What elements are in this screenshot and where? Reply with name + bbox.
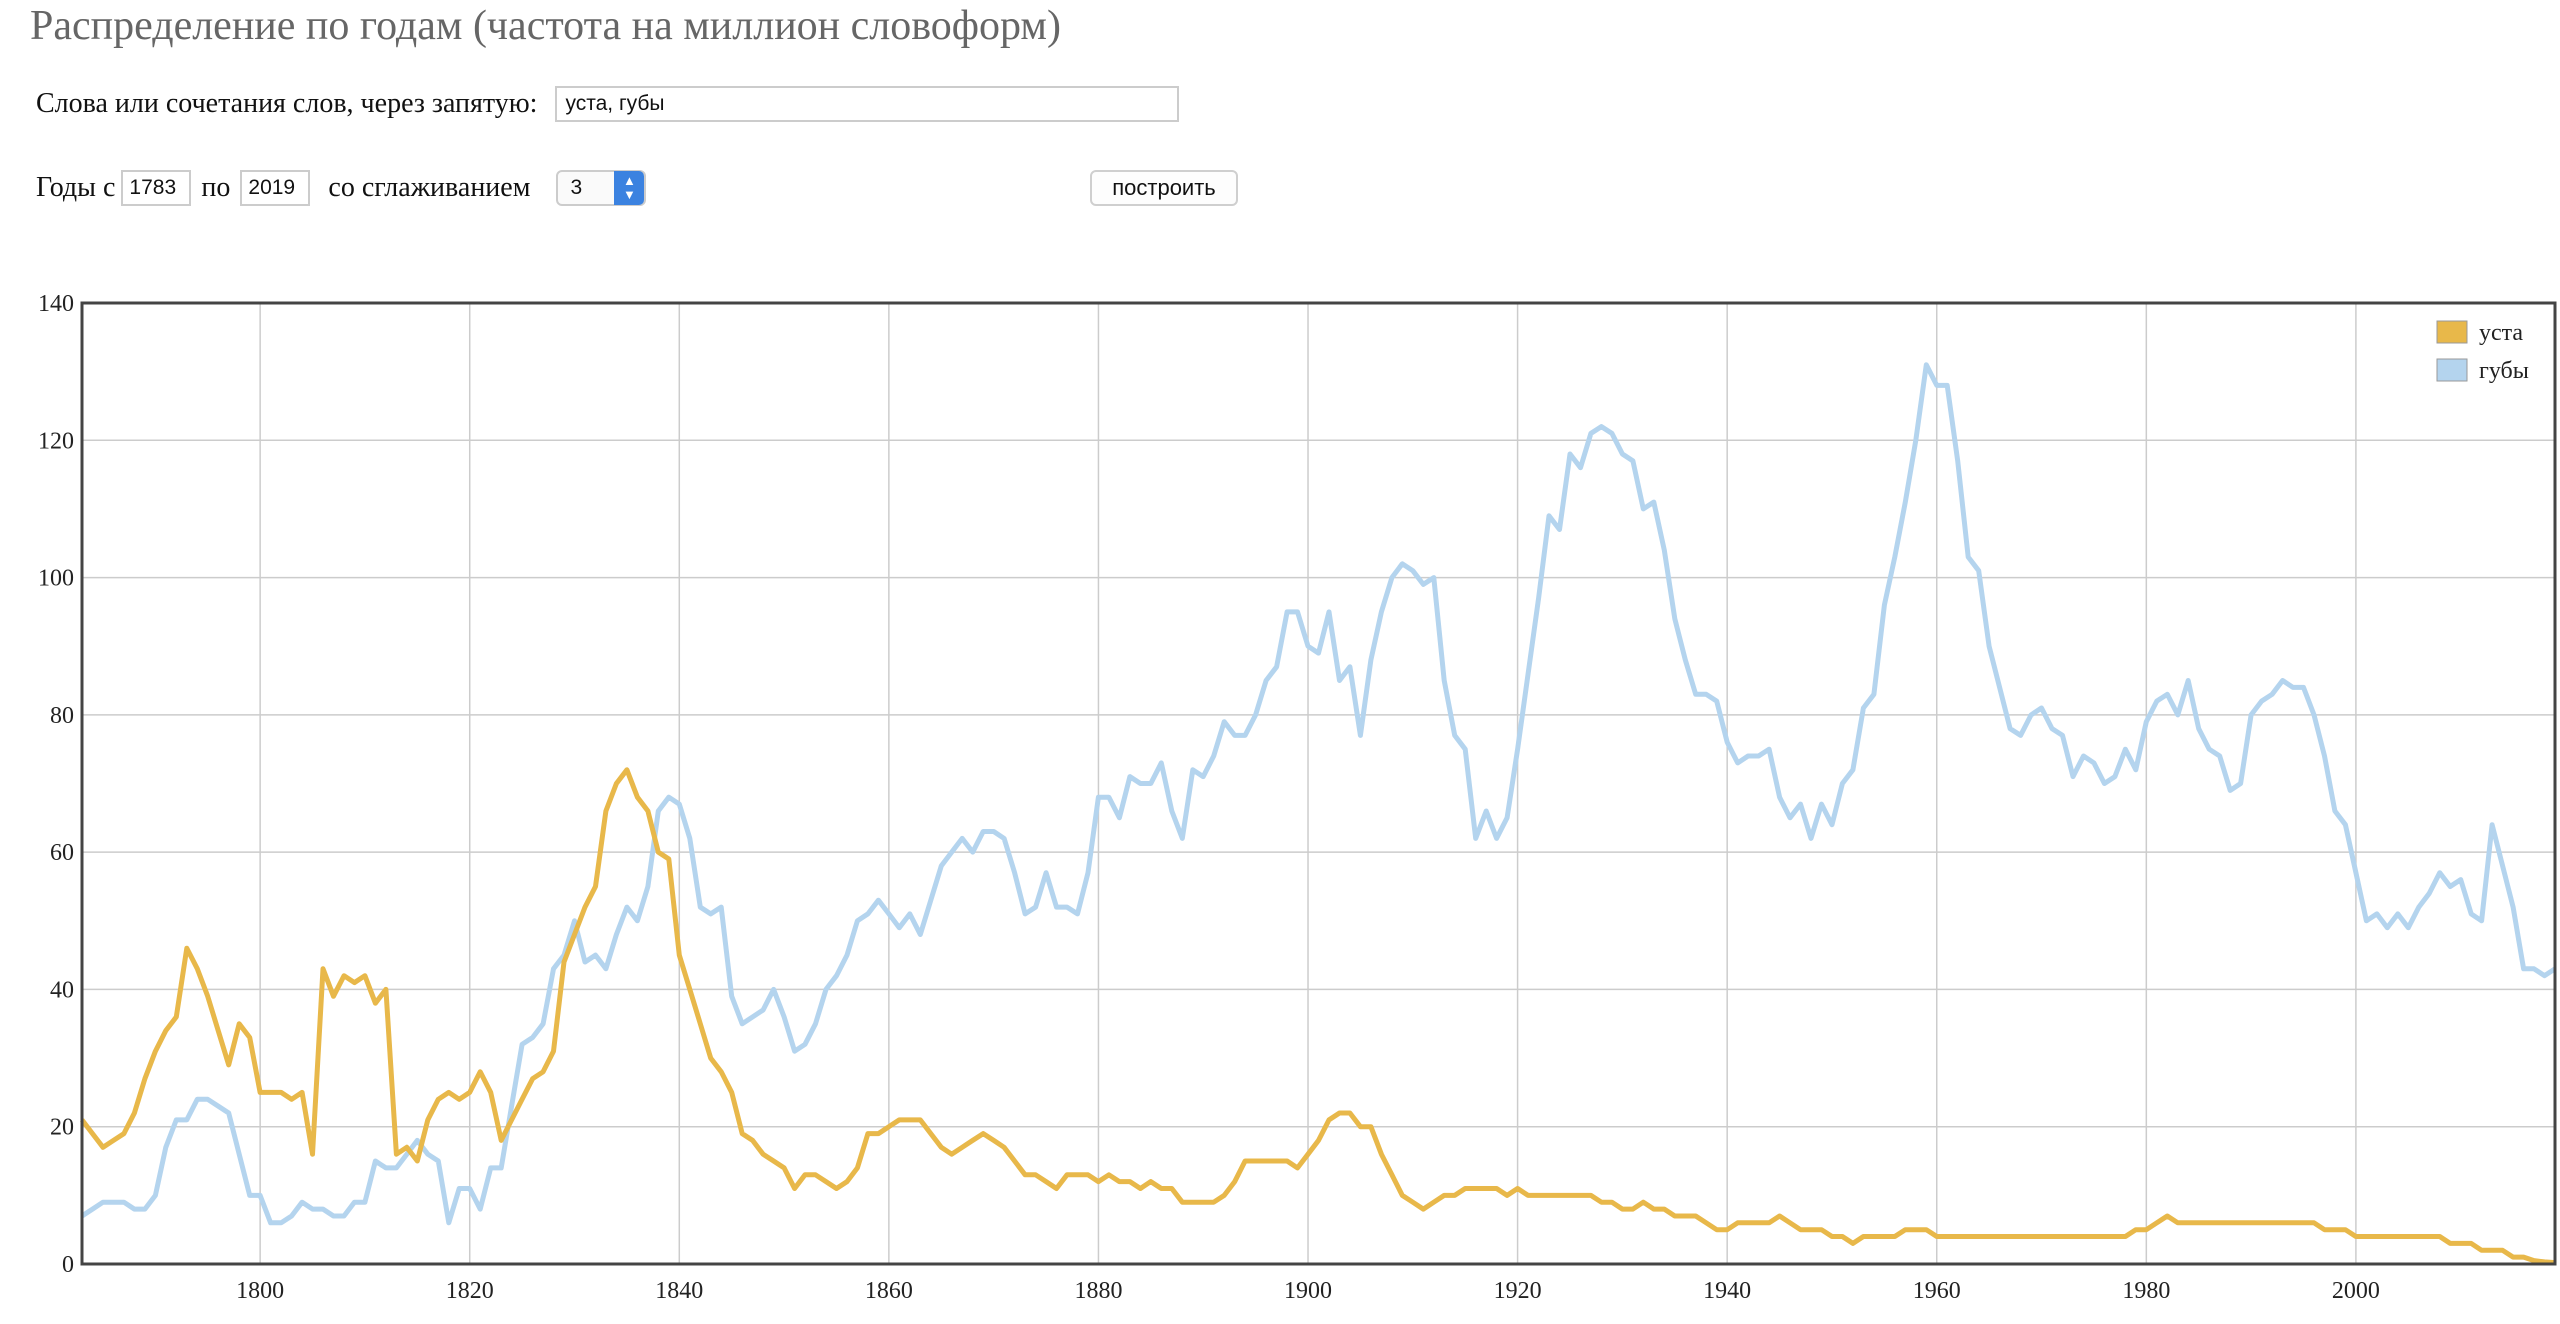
x-tick-label: 1860: [865, 1278, 913, 1304]
smoothing-select[interactable]: 3 ▲ ▼: [556, 170, 647, 206]
series-lines: [80, 362, 2557, 1266]
y-tick-label: 0: [62, 1252, 74, 1278]
legend-swatch: [2436, 320, 2468, 344]
years-to-label: по: [201, 172, 231, 203]
x-tick-label: 1820: [446, 1278, 494, 1304]
x-tick-label: 1840: [655, 1278, 703, 1304]
year-from-input[interactable]: [121, 170, 192, 206]
select-arrows-icon: ▲ ▼: [614, 171, 645, 205]
years-row: Годы с по со сглаживанием 3 ▲▼: [36, 166, 647, 210]
legend-label: уста: [2479, 320, 2523, 346]
x-tick-label: 1980: [2122, 1278, 2170, 1304]
page-title: Распределение по годам (частота на милли…: [30, 3, 1061, 49]
x-tick-label: 1880: [1074, 1278, 1122, 1304]
legend-swatch: [2436, 358, 2468, 382]
x-tick-label: 1960: [1913, 1278, 1961, 1304]
y-tick-label: 60: [50, 840, 74, 866]
x-tick-label: 1900: [1284, 1278, 1332, 1304]
smoothing-label: со сглаживанием: [328, 172, 531, 203]
legend: уста губы: [2436, 320, 2529, 384]
x-tick-label: 1800: [236, 1278, 284, 1304]
year-to-input[interactable]: [240, 170, 311, 206]
y-tick-label: 80: [50, 703, 74, 729]
words-input[interactable]: [555, 86, 1180, 122]
series-line-guby: [80, 362, 2557, 1226]
legend-label: губы: [2479, 358, 2529, 384]
x-tick-label: 1940: [1703, 1278, 1751, 1304]
plot-frame: [80, 301, 2557, 1266]
x-tick-label: 1920: [1494, 1278, 1542, 1304]
y-tick-label: 140: [38, 291, 74, 317]
y-tick-label: 40: [50, 977, 74, 1003]
x-tick-label: 2000: [2332, 1278, 2380, 1304]
grid: [82, 302, 2555, 1265]
y-tick-label: 120: [38, 428, 74, 454]
build-button[interactable]: построить: [1090, 170, 1238, 206]
years-from-label: Годы с: [36, 172, 116, 203]
frequency-chart: 0 20 40 60 80 100 120 140 1800 1820 1840 1860 1880 19…: [38, 291, 2557, 1304]
y-tick-label: 20: [50, 1115, 74, 1141]
words-label: Слова или сочетания слов, через запятую:: [36, 88, 538, 119]
words-row: Слова или сочетания слов, через запятую:: [36, 82, 1180, 126]
smoothing-value: 3: [570, 176, 583, 199]
series-line-usta: [80, 767, 2556, 1266]
y-tick-label: 100: [38, 566, 74, 592]
axis-ticks: 0 20 40 60 80 100 120 140 1800 1820 1840 1860 1880 19…: [38, 291, 2380, 1304]
